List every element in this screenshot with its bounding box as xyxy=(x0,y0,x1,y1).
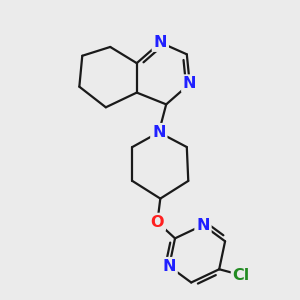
Text: N: N xyxy=(154,35,167,50)
Text: N: N xyxy=(196,218,210,232)
Text: N: N xyxy=(152,125,166,140)
Text: N: N xyxy=(183,76,196,91)
Text: N: N xyxy=(162,259,176,274)
Text: Cl: Cl xyxy=(233,268,250,283)
Text: O: O xyxy=(151,214,164,230)
